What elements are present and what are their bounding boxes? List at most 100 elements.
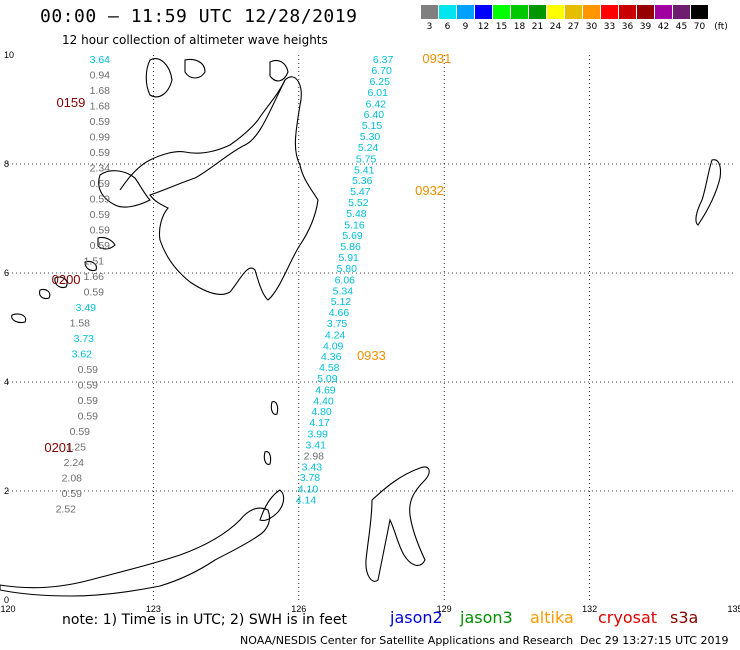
scale-swatch-33 xyxy=(601,5,618,19)
swh-value: 5.75 xyxy=(356,153,377,165)
swh-value: 4.09 xyxy=(323,340,344,352)
scale-swatch-9 xyxy=(457,5,474,19)
lon-label: 123 xyxy=(146,604,161,614)
swh-value: 5.09 xyxy=(317,373,338,385)
swh-value: 1.68 xyxy=(90,85,111,97)
pass-time-label: 0931 xyxy=(422,51,451,66)
swh-value: 4.10 xyxy=(298,484,319,496)
scale-label-70: 70 xyxy=(693,22,706,32)
altimeter-tracks: 3.64 0.94 1.68 1.68 0.59 0.99 0.59 2.34 0.59 0.59… xyxy=(56,54,394,516)
lon-label: 132 xyxy=(582,604,597,614)
satellite-cryosat: cryosat xyxy=(598,608,658,627)
scale-swatch-36 xyxy=(619,5,636,19)
swh-value: 6.70 xyxy=(371,65,392,77)
swh-value: 2.34 xyxy=(90,163,111,175)
swh-value: 6.06 xyxy=(335,274,356,286)
lon-label: 135 xyxy=(727,604,740,614)
lat-label: 0 xyxy=(4,595,9,605)
swh-value: 3.49 xyxy=(76,302,97,314)
lon-label: 120 xyxy=(0,604,15,614)
scale-label-18: 18 xyxy=(513,22,526,32)
swh-value: 5.12 xyxy=(331,296,352,308)
swh-value: 1.58 xyxy=(70,318,91,330)
swh-value: 5.16 xyxy=(344,219,365,231)
satellite-jason2: jason2 xyxy=(390,608,443,627)
swh-value: 0.59 xyxy=(62,488,83,500)
swh-value: 0.99 xyxy=(90,132,111,144)
swh-value: 5.86 xyxy=(340,241,361,253)
scale-label-33: 33 xyxy=(603,22,616,32)
lat-label: 4 xyxy=(4,377,9,387)
swh-value: 2.52 xyxy=(56,504,77,516)
sulu-island-4 xyxy=(39,288,51,300)
swh-value: 3.62 xyxy=(72,349,93,361)
scale-swatch-30 xyxy=(583,5,600,19)
lat-label: 10 xyxy=(4,50,14,60)
palau-islands xyxy=(695,159,722,226)
swh-value: 5.41 xyxy=(354,164,375,176)
footer-timestamp: Dec 29 13:27:15 UTC 2019 xyxy=(580,634,729,647)
scale-label-12: 12 xyxy=(477,22,490,32)
pass-time-label: 0159 xyxy=(56,95,85,110)
lat-label: 6 xyxy=(4,268,9,278)
swh-value: 4.24 xyxy=(325,329,346,341)
swh-value: 4.66 xyxy=(329,307,350,319)
units-note: note: 1) Time is in UTC; 2) SWH is in fe… xyxy=(62,612,348,628)
leyte-coast xyxy=(269,59,289,82)
sulu-island-2 xyxy=(84,260,97,272)
scale-label-6: 6 xyxy=(444,22,451,32)
lat-label: 8 xyxy=(4,159,9,169)
map-title: 00:00 – 11:59 UTC 12/28/2019 xyxy=(40,6,358,27)
map-subtitle: 12 hour collection of altimeter wave hei… xyxy=(62,33,328,47)
swh-value: 0.59 xyxy=(90,147,111,159)
swh-value: 0.94 xyxy=(90,70,111,82)
swh-value: 4.17 xyxy=(309,417,330,429)
swh-value: 5.69 xyxy=(342,230,363,242)
scale-swatch-6 xyxy=(439,5,456,19)
scale-swatch-12 xyxy=(475,5,492,19)
swh-value: 6.40 xyxy=(364,109,385,121)
scale-label-39: 39 xyxy=(639,22,652,32)
talaud-island xyxy=(270,401,279,415)
swh-value: 1.51 xyxy=(84,256,105,268)
swh-value: 4.14 xyxy=(296,495,317,507)
visayas-coast xyxy=(145,58,173,98)
mindanao-coastline xyxy=(149,76,319,301)
swh-value: 4.80 xyxy=(311,406,332,418)
swh-value: 5.36 xyxy=(352,175,373,187)
swh-value: 6.25 xyxy=(369,76,390,88)
zamboanga-peninsula xyxy=(98,170,151,208)
axis-labels: 120 123 126 129 132 135 10 8 6 4 2 0 xyxy=(0,50,740,614)
swh-value: 0.59 xyxy=(78,364,99,376)
swh-value: 0.59 xyxy=(90,178,111,190)
swh-value: 5.91 xyxy=(338,252,359,264)
swh-value: 1.25 xyxy=(66,442,87,454)
scale-swatch-24 xyxy=(547,5,564,19)
swh-value: 5.34 xyxy=(333,285,354,297)
swh-value: 3.75 xyxy=(327,318,348,330)
footer-credit: NOAA/NESDIS Center for Satellite Applica… xyxy=(240,634,574,647)
scale-label-30: 30 xyxy=(585,22,598,32)
swh-value: 0.59 xyxy=(90,240,111,252)
scale-label-9: 9 xyxy=(462,22,469,32)
scale-label-27: 27 xyxy=(567,22,580,32)
time-labels: 0159 0200 0201 0931 0932 0933 xyxy=(44,51,451,455)
scale-swatch-18 xyxy=(511,5,528,19)
swh-value: 4.69 xyxy=(315,384,336,396)
scale-unit-label: (ft) xyxy=(714,22,728,32)
pass-time-label: 0933 xyxy=(357,348,386,363)
satellite-altika: altika xyxy=(530,608,574,627)
swh-value: 6.37 xyxy=(373,54,394,66)
swh-value: 4.36 xyxy=(321,351,342,363)
swh-value: 3.99 xyxy=(307,429,328,441)
lon-label: 129 xyxy=(437,604,452,614)
swh-value: 2.98 xyxy=(304,450,325,462)
scale-swatch-15 xyxy=(493,5,510,19)
swh-value: 0.59 xyxy=(78,380,99,392)
scale-swatch-39 xyxy=(637,5,654,19)
coastlines xyxy=(0,58,722,597)
swh-value: 2.08 xyxy=(62,473,83,485)
bohol-coast xyxy=(184,58,206,79)
satellite-jason3: jason3 xyxy=(460,608,513,627)
pass-time-label: 0200 xyxy=(52,272,81,287)
